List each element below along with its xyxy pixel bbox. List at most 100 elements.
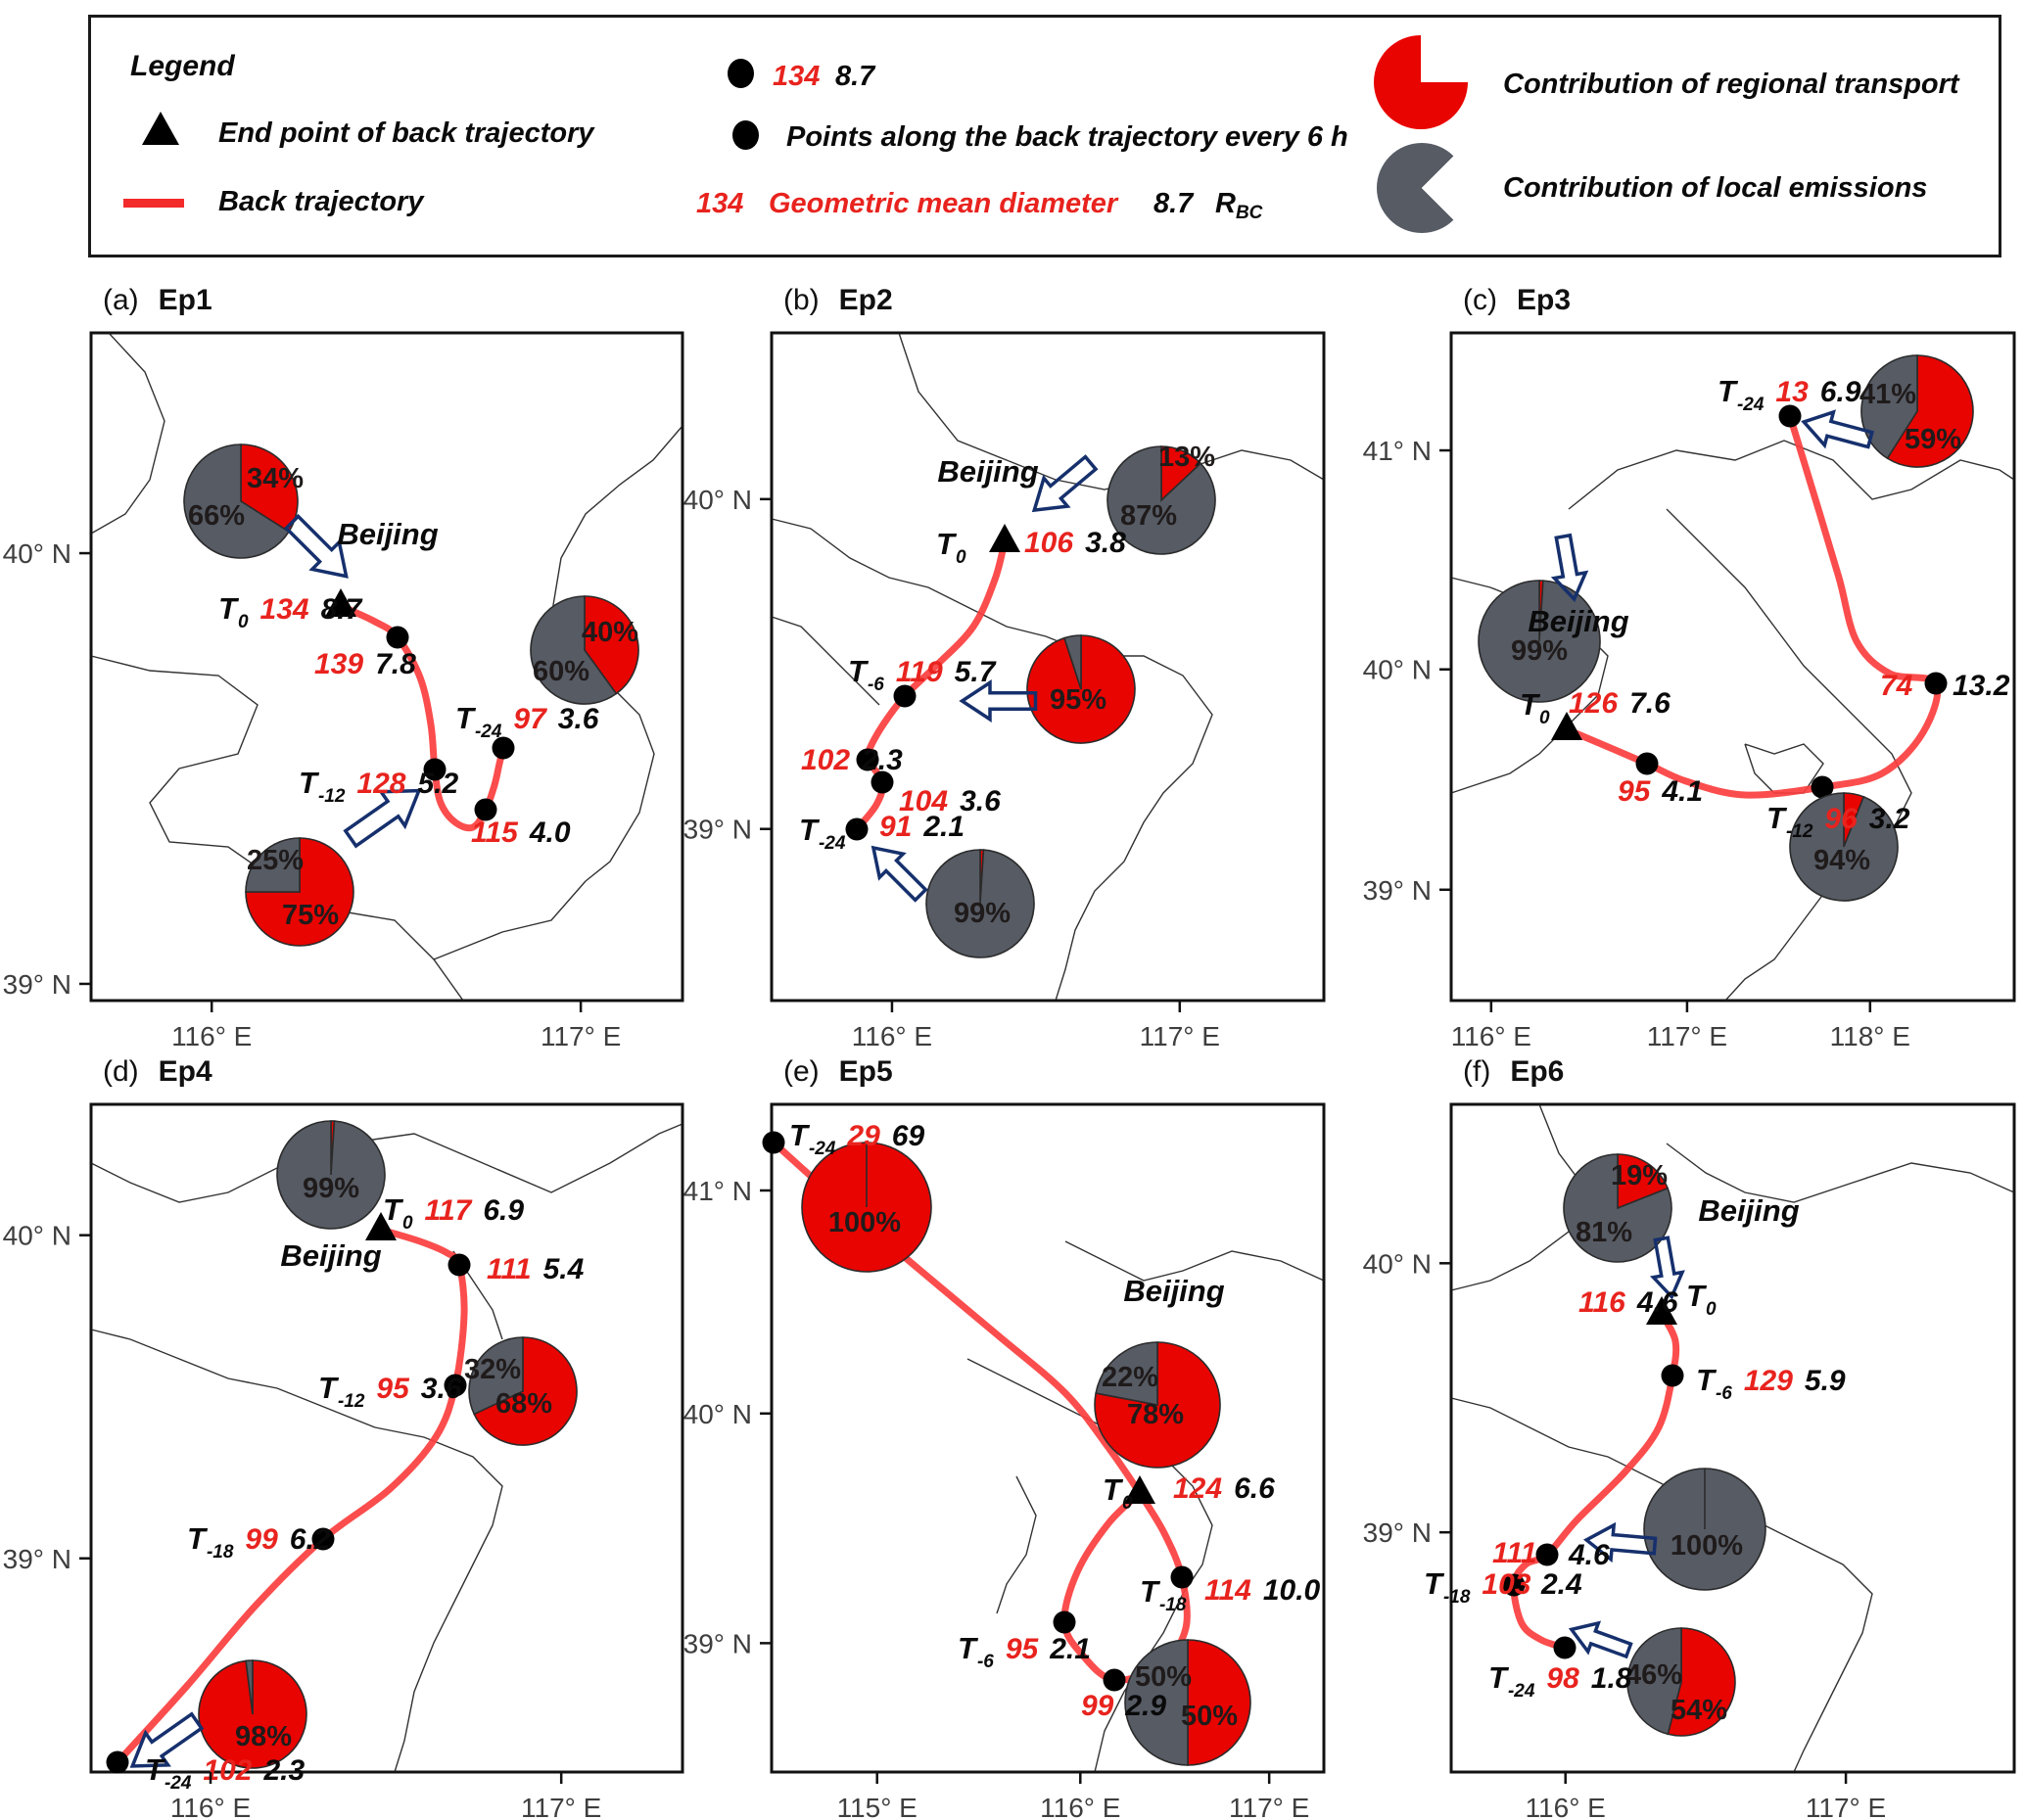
label-part-t: T	[383, 1192, 404, 1227]
pie-percent-label: 22%	[1102, 1362, 1158, 1393]
sample-gmd-value: 134	[773, 61, 821, 92]
label-part-gmd: 102	[801, 744, 850, 776]
point-label: 111	[1492, 1537, 1537, 1569]
endpoint-label: End point of back trajectory	[218, 117, 594, 149]
pie-chart: 94%	[1789, 792, 1899, 902]
transport-direction-arrow-icon	[1568, 1620, 1633, 1659]
admin-boundary-line	[90, 1329, 503, 1773]
map-frame	[89, 1102, 684, 1774]
pie-slice-local	[1095, 1341, 1158, 1406]
label-part-sub: -24	[1508, 1681, 1535, 1702]
admin-boundary-line	[1744, 743, 1824, 794]
local-emissions-pie-icon	[1377, 143, 1467, 233]
point-label: 13.2	[1953, 670, 2010, 702]
label-part-sub: -12	[318, 786, 346, 807]
label-part-t: T	[799, 813, 821, 847]
pie-chart: 50%50%	[1124, 1639, 1251, 1766]
pie-chart: 98%	[198, 1659, 307, 1769]
pie-slice-local	[1789, 792, 1899, 902]
pie-percent-label: 94%	[1813, 845, 1870, 876]
point-label: T-6 129 5.9	[1696, 1363, 1846, 1404]
trajectory-point-dot	[1053, 1610, 1076, 1634]
panel-episode-name: Ep2	[839, 284, 893, 316]
point-label: T-24 13 6.9	[1718, 374, 1861, 415]
admin-boundary-line	[90, 332, 165, 535]
pie-slice-local	[276, 1120, 386, 1230]
beijing-label: Beijing	[937, 454, 1038, 489]
label-part-rbc: 6.9	[1820, 376, 1861, 408]
pie-chart: 99%	[276, 1120, 386, 1230]
back-trajectory-path	[114, 1226, 468, 1766]
x-axis-tick-label: 117° E	[1229, 1793, 1309, 1820]
x-axis-tick-label: 116° E	[1040, 1793, 1120, 1820]
label-part-gmd: 111	[487, 1253, 532, 1285]
y-axis-tick-label: 40° N	[1363, 655, 1432, 685]
x-axis-tick-label: 118° E	[1830, 1021, 1910, 1051]
trajectory-point-dot	[762, 1131, 785, 1154]
legend-panel: Legend End point of back trajectory Back…	[88, 15, 2001, 257]
label-part-gmd: 103	[1482, 1568, 1530, 1601]
label-part-gmd: 111	[1492, 1537, 1537, 1569]
point-label: T0 117 6.9	[383, 1192, 524, 1234]
x-axis-tick-label: 117° E	[521, 1793, 601, 1820]
rbc-def-value: 8.7	[1153, 188, 1194, 219]
pie-percent-label: 25%	[247, 845, 304, 876]
label-part-gmd: 98	[1546, 1662, 1579, 1695]
panel-episode-name: Ep3	[1517, 284, 1571, 316]
label-part-rbc: 2.3	[262, 1754, 305, 1787]
endpoint-triangle	[325, 588, 356, 617]
admin-boundary-line	[996, 1475, 1037, 1614]
label-part-gmd: 114	[1204, 1574, 1251, 1607]
pie-slice-local	[530, 595, 618, 705]
label-part-sub: -18	[1159, 1595, 1187, 1615]
rbc-subscript: BC	[1235, 203, 1263, 223]
label-part-t: T	[218, 591, 240, 626]
regional-transport-label: Contribution of regional transport	[1503, 69, 1959, 100]
label-part-t: T	[848, 654, 870, 688]
label-part-rbc: 5.2	[417, 768, 458, 800]
point-label: T0	[1520, 687, 1550, 728]
point-label: T-6 119 5.7	[848, 654, 997, 695]
label-part-t: T	[1696, 1363, 1718, 1397]
point-label: T-12 96 3.2	[1766, 801, 1910, 842]
label-part-t: T	[958, 1631, 979, 1665]
transport-direction-arrow-icon	[343, 788, 422, 849]
endpoint-triangle	[1551, 712, 1582, 740]
point-label: 111 5.4	[487, 1253, 585, 1285]
admin-boundary-line	[1666, 1143, 2015, 1203]
label-part-sub: -12	[338, 1391, 365, 1412]
pie-percent-label: 34%	[247, 463, 304, 494]
x-axis-tick-label: 117° E	[1806, 1793, 1886, 1820]
pie-percent-label: 60%	[533, 656, 589, 687]
point-label: T0 134 8.7	[218, 591, 363, 632]
legend-title: Legend	[130, 50, 235, 82]
y-axis-tick-label: 39° N	[683, 1628, 752, 1658]
trajectory-point-dot	[1553, 1636, 1577, 1659]
admin-boundary-line	[771, 518, 1213, 1002]
label-part-rbc: 4.6	[1568, 1539, 1610, 1571]
back-trajectory-line-icon	[123, 199, 184, 208]
pie-slice-regional	[1886, 354, 1974, 468]
label-part-sub: -24	[1737, 395, 1765, 415]
label-part-t: T	[936, 527, 958, 561]
label-part-rbc: 13.2	[1953, 670, 2010, 702]
trajectory-point-dot	[386, 626, 409, 649]
trajectory-point-dot	[871, 770, 894, 794]
pie-slice-regional	[584, 595, 639, 695]
transport-direction-arrow-icon	[1801, 409, 1874, 449]
admin-boundary-line	[433, 880, 587, 960]
beijing-label: Beijing	[1698, 1193, 1799, 1228]
point-label: 104 3.6	[899, 785, 1001, 817]
label-part-gmd: 99	[245, 1523, 278, 1556]
label-part-t: T	[1103, 1472, 1124, 1507]
panel-title: (b) Ep2	[783, 284, 893, 316]
label-part-gmd: 106	[1024, 527, 1073, 559]
point-label: 95 4.1	[1618, 775, 1703, 808]
point-label: 4.6	[1568, 1539, 1610, 1571]
transport-direction-arrow-icon	[959, 679, 1038, 723]
label-part-gmd: 29	[846, 1120, 880, 1152]
pie-chart: 41%59%	[1859, 354, 1974, 468]
pie-chart: 22%78%	[1094, 1341, 1221, 1469]
